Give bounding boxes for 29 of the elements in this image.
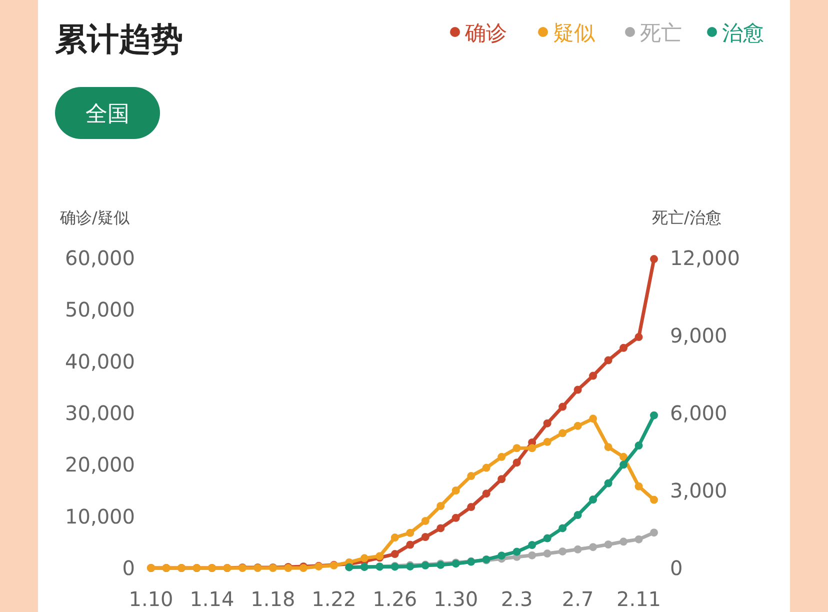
y-axis-title: 确诊/疑似 (59, 208, 130, 227)
x-tick-label: 1.18 (250, 587, 296, 611)
y-tick-label: 10,000 (65, 504, 135, 528)
x-tick-label: 1.10 (128, 587, 174, 611)
chart-title: 累计趋势 (55, 20, 183, 58)
x-tick-label: 2.7 (562, 587, 594, 611)
y2-tick-label: 12,000 (670, 246, 740, 270)
y-tick-label: 30,000 (65, 401, 135, 425)
y-tick-label: 50,000 (65, 298, 135, 322)
y2-axis-title: 死亡/治愈 (652, 208, 722, 227)
x-tick-label: 1.26 (372, 587, 418, 611)
x-tick-label: 1.14 (190, 587, 234, 611)
y2-tick-label: 3,000 (670, 478, 728, 502)
y-tick-label: 40,000 (65, 349, 135, 374)
legend-label: 死亡 (640, 21, 682, 45)
y2-tick-label: 6,000 (670, 401, 728, 425)
legend-label: 治愈 (722, 21, 764, 45)
x-tick-label: 2.11 (616, 587, 662, 611)
y2-tick-label: 0 (670, 556, 683, 580)
y2-tick-label: 9,000 (670, 324, 728, 348)
legend-label: 确诊 (464, 21, 507, 45)
y-tick-label: 60,000 (65, 246, 135, 270)
x-tick-label: 2.3 (500, 587, 533, 611)
x-tick-label: 1.22 (312, 587, 356, 611)
y-tick-label: 20,000 (65, 452, 135, 477)
y-tick-label: 0 (122, 556, 135, 580)
chart-subtitle: 全国 (86, 102, 130, 127)
x-tick-label: 1.30 (434, 587, 478, 611)
legend-label: 疑似 (553, 21, 595, 45)
